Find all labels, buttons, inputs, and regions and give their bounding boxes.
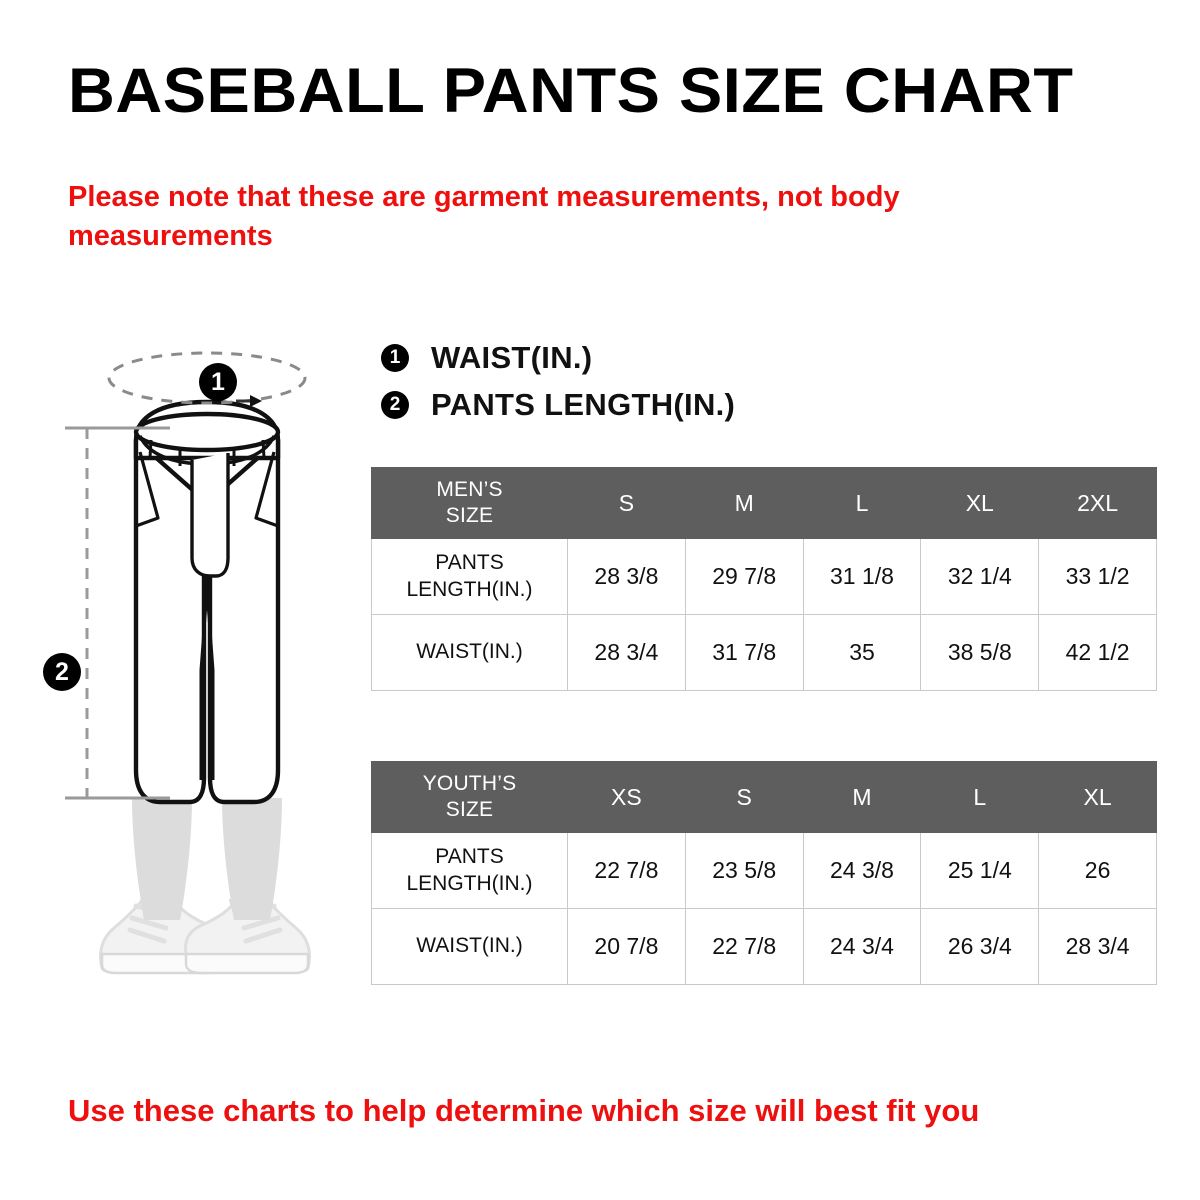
youths-size-col-xl: XL	[1038, 761, 1157, 833]
mens-size-table: MEN’S SIZE S M L XL 2XL PANTS LENGTH(IN.…	[371, 467, 1157, 691]
dashed-vertical-measure-icon	[65, 426, 170, 800]
youths-size-table: YOUTH’S SIZE XS S M L XL PANTS LENGTH(IN…	[371, 761, 1157, 985]
page-title: BASEBALL PANTS SIZE CHART	[68, 56, 1074, 126]
youths-size-header-line1: YOUTH’S	[422, 772, 517, 796]
youths-size-header-line2: SIZE	[445, 798, 494, 821]
youths-waist-label: WAIST(IN.)	[371, 908, 568, 985]
youths-waist-l: 26 3/4	[920, 908, 1040, 985]
legend-label-pants-length: PANTS LENGTH(IN.)	[431, 386, 736, 422]
youths-waist-m: 24 3/4	[802, 908, 922, 985]
table-header-row: YOUTH’S SIZE XS S M L XL	[371, 761, 1157, 833]
youths-pants-length-l: 25 1/4	[920, 832, 1040, 909]
legend-item-pants-length: 2 PANTS LENGTH(IN.)	[381, 381, 735, 428]
mens-size-header-line2: SIZE	[445, 504, 494, 527]
mens-size-col-l: L	[802, 467, 922, 539]
mens-pants-length-m: 29 7/8	[684, 538, 804, 615]
table-row: PANTS LENGTH(IN.) 28 3/8 29 7/8 31 1/8 3…	[371, 538, 1157, 615]
mens-waist-s: 28 3/4	[567, 614, 686, 691]
mens-pants-length-l: 31 1/8	[802, 538, 922, 615]
fit-guidance-note: Use these charts to help determine which…	[68, 1093, 980, 1128]
mens-size-col-2xl: 2XL	[1038, 467, 1157, 539]
badge-one-icon: 1	[381, 343, 409, 372]
mens-pants-length-2xl: 33 1/2	[1038, 538, 1157, 615]
youths-pants-length-s: 23 5/8	[684, 832, 804, 909]
socks-icon	[132, 798, 282, 920]
mens-waist-l: 35	[802, 614, 922, 691]
mens-size-col-m: M	[684, 467, 804, 539]
svg-text:1: 1	[211, 368, 225, 396]
row-label-line1: PANTS	[435, 845, 504, 869]
legend-label-waist: WAIST(IN.)	[431, 339, 593, 375]
mens-waist-2xl: 42 1/2	[1038, 614, 1157, 691]
mens-waist-label: WAIST(IN.)	[371, 614, 568, 691]
youths-pants-length-label: PANTS LENGTH(IN.)	[371, 832, 568, 909]
youths-size-col-s: S	[684, 761, 804, 833]
dashed-ellipse-with-arrow-icon	[107, 351, 307, 407]
row-label-line2: LENGTH(IN.)	[406, 577, 533, 601]
waist-badge-one: 1	[199, 363, 237, 401]
mens-size-header-line1: MEN’S	[436, 478, 503, 502]
youths-waist-s: 22 7/8	[684, 908, 804, 985]
youths-waist-xs: 20 7/8	[567, 908, 686, 985]
sneakers-icon	[99, 882, 311, 975]
youths-size-col-m: M	[802, 761, 922, 833]
mens-pants-length-xl: 32 1/4	[920, 538, 1040, 615]
mens-waist-m: 31 7/8	[684, 614, 804, 691]
length-badge-two: 2	[43, 653, 81, 691]
mens-size-col-s: S	[567, 467, 686, 539]
row-label-line1: PANTS	[435, 551, 504, 575]
badge-two-icon: 2	[381, 390, 409, 419]
pants-diagram-svg: 1 2	[43, 351, 311, 975]
legend-item-waist: 1 WAIST(IN.)	[381, 334, 735, 381]
youths-size-header: YOUTH’S SIZE	[371, 761, 568, 833]
youths-pants-length-m: 24 3/8	[802, 832, 922, 909]
baseball-pants-icon	[133, 399, 281, 805]
table-row: WAIST(IN.) 28 3/4 31 7/8 35 38 5/8 42 1/…	[371, 614, 1157, 691]
table-header-row: MEN’S SIZE S M L XL 2XL	[371, 467, 1157, 539]
youths-size-col-xs: XS	[567, 761, 686, 833]
measurement-legend: 1 WAIST(IN.) 2 PANTS LENGTH(IN.)	[381, 334, 735, 428]
table-row: PANTS LENGTH(IN.) 22 7/8 23 5/8 24 3/8 2…	[371, 832, 1157, 909]
youths-waist-xl: 28 3/4	[1038, 908, 1157, 985]
table-row: WAIST(IN.) 20 7/8 22 7/8 24 3/4 26 3/4 2…	[371, 908, 1157, 985]
mens-waist-xl: 38 5/8	[920, 614, 1040, 691]
youths-pants-length-xl: 26	[1038, 832, 1157, 909]
youths-pants-length-xs: 22 7/8	[567, 832, 686, 909]
mens-size-header: MEN’S SIZE	[371, 467, 568, 539]
mens-pants-length-label: PANTS LENGTH(IN.)	[371, 538, 568, 615]
pants-illustration: 1 2	[40, 340, 370, 1010]
mens-pants-length-s: 28 3/8	[567, 538, 686, 615]
youths-size-col-l: L	[920, 761, 1040, 833]
mens-size-col-xl: XL	[920, 467, 1040, 539]
garment-measurement-note: Please note that these are garment measu…	[68, 181, 900, 253]
row-label-line2: LENGTH(IN.)	[406, 871, 533, 895]
svg-text:2: 2	[55, 658, 69, 686]
